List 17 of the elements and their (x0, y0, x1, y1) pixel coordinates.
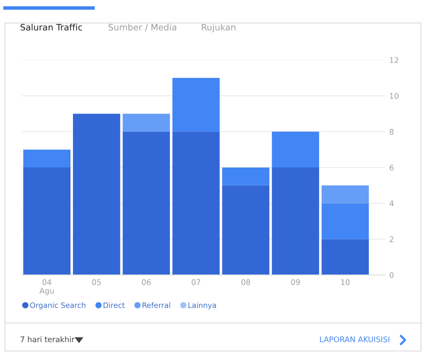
bar (322, 203, 369, 240)
text: Rujukan (202, 24, 236, 32)
bar (222, 168, 270, 186)
bar (272, 132, 320, 168)
bar (272, 168, 320, 275)
text: Sumber / Media (108, 24, 176, 32)
bar (72, 114, 120, 275)
bar (23, 150, 70, 168)
bar (172, 78, 220, 132)
bar (122, 114, 170, 132)
bar (122, 132, 170, 275)
bar (23, 168, 70, 275)
bar (322, 185, 369, 204)
bar (222, 185, 270, 275)
chart-title: Saluran Traffic (20, 24, 82, 31)
bar (172, 132, 220, 275)
bar (322, 239, 369, 275)
